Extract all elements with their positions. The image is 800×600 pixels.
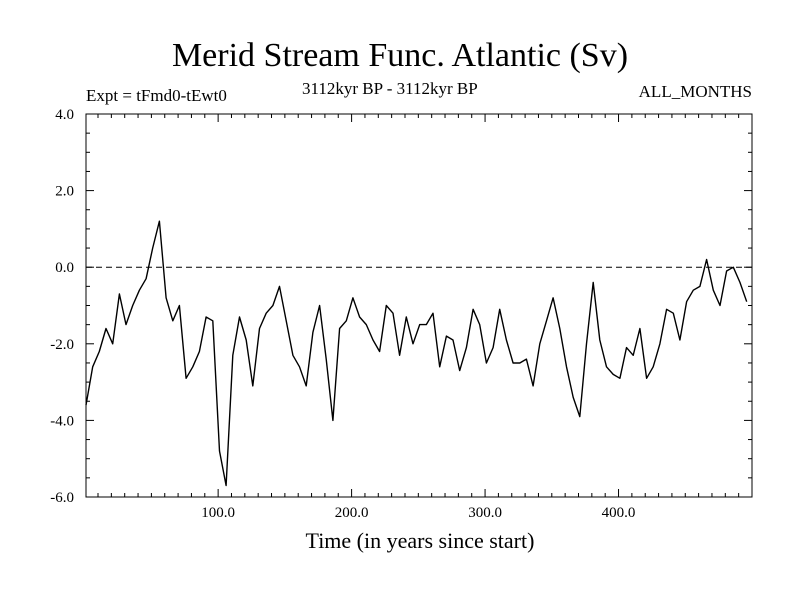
y-tick-label: 4.0 — [55, 107, 74, 123]
x-tick-label: 100.0 — [201, 505, 235, 521]
plot-frame — [85, 113, 753, 498]
y-tick-label: 2.0 — [55, 184, 74, 200]
period-label: 3112kyr BP - 3112kyr BP — [302, 79, 478, 98]
data-series-line — [85, 220, 748, 487]
y-tick-label: -2.0 — [50, 337, 74, 353]
y-tick-label: -6.0 — [50, 490, 74, 506]
chart-title: Merid Stream Func. Atlantic (Sv) — [171, 37, 629, 74]
y-tick-label: 0.0 — [55, 260, 74, 276]
experiment-label: Expt = tFmd0-tEwt0 — [86, 86, 227, 105]
x-tick-label: 400.0 — [602, 505, 636, 521]
x-tick-label: 300.0 — [468, 505, 502, 521]
x-tick-label: 200.0 — [335, 505, 369, 521]
x-axis-label: Time (in years since start) — [305, 528, 535, 553]
y-tick-label: -4.0 — [50, 413, 74, 429]
months-label: ALL_MONTHS — [638, 82, 752, 101]
